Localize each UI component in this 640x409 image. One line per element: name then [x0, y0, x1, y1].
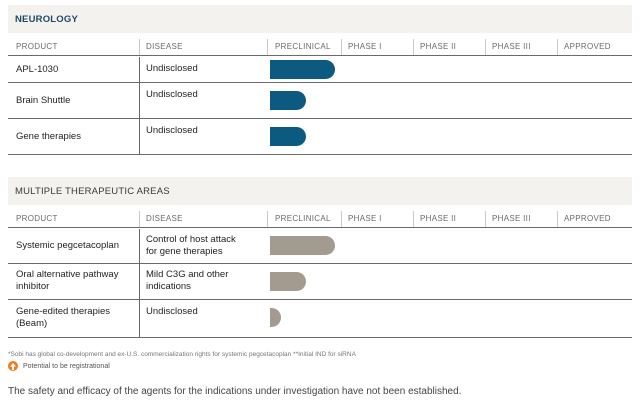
table-row: Brain Shuttle Undisclosed	[8, 83, 632, 119]
product-name: Oral alternative pathway inhibitor	[16, 269, 119, 292]
col-phase-1: PHASE I	[348, 214, 382, 223]
disclaimer: The safety and efficacy of the agents fo…	[8, 386, 462, 397]
product-name: APL-1030	[16, 64, 59, 75]
disease-name: Undisclosed	[146, 125, 198, 136]
col-phase-1: PHASE I	[348, 42, 382, 51]
registrational-legend: Potential to be registrational	[8, 361, 110, 371]
table-row: Systemic pegcetacoplan Control of host a…	[8, 229, 632, 264]
col-product: PRODUCT	[16, 214, 58, 223]
arrow-up-icon	[8, 361, 18, 371]
progress-bar	[270, 236, 335, 255]
col-phase-2: PHASE II	[420, 42, 457, 51]
col-disease: DISEASE	[146, 214, 183, 223]
multi-column-header: PRODUCT DISEASE PRECLINICAL PHASE I PHAS…	[8, 211, 632, 228]
product-name: Brain Shuttle	[16, 95, 71, 106]
neurology-column-header: PRODUCT DISEASE PRECLINICAL PHASE I PHAS…	[8, 39, 632, 56]
col-preclinical: PRECLINICAL	[275, 42, 331, 51]
col-phase-3: PHASE III	[492, 214, 531, 223]
col-product: PRODUCT	[16, 42, 58, 51]
progress-bar	[270, 60, 335, 79]
progress-bar	[270, 91, 306, 110]
table-row: APL-1030 Undisclosed	[8, 57, 632, 83]
disease-name: Control of host attack for gene therapie…	[146, 234, 236, 257]
disease-name: Undisclosed	[146, 89, 198, 100]
col-approved: APPROVED	[564, 214, 611, 223]
disease-name: Mild C3G and other indications	[146, 269, 229, 292]
col-approved: APPROVED	[564, 42, 611, 51]
col-preclinical: PRECLINICAL	[275, 214, 331, 223]
col-phase-2: PHASE II	[420, 214, 457, 223]
progress-bar	[270, 127, 306, 146]
col-disease: DISEASE	[146, 42, 183, 51]
product-name: Gene-edited therapies (Beam)	[16, 306, 111, 329]
product-name: Systemic pegcetacoplan	[16, 240, 119, 251]
disease-name: Undisclosed	[146, 306, 198, 317]
table-row: Gene-edited therapies (Beam) Undisclosed	[8, 300, 632, 338]
legend-label: Potential to be registrational	[23, 362, 110, 370]
table-row: Gene therapies Undisclosed	[8, 119, 632, 155]
col-phase-3: PHASE III	[492, 42, 531, 51]
table-row: Oral alternative pathway inhibitor Mild …	[8, 264, 632, 300]
progress-bar	[270, 272, 306, 291]
disease-name: Undisclosed	[146, 63, 198, 74]
neurology-section-title: NEUROLOGY	[8, 5, 632, 33]
footnote: *Sobi has global co-development and ex-U…	[8, 351, 356, 358]
progress-bar	[270, 308, 281, 327]
multi-section-title: MULTIPLE THERAPEUTIC AREAS	[8, 177, 632, 205]
product-name: Gene therapies	[16, 131, 81, 142]
